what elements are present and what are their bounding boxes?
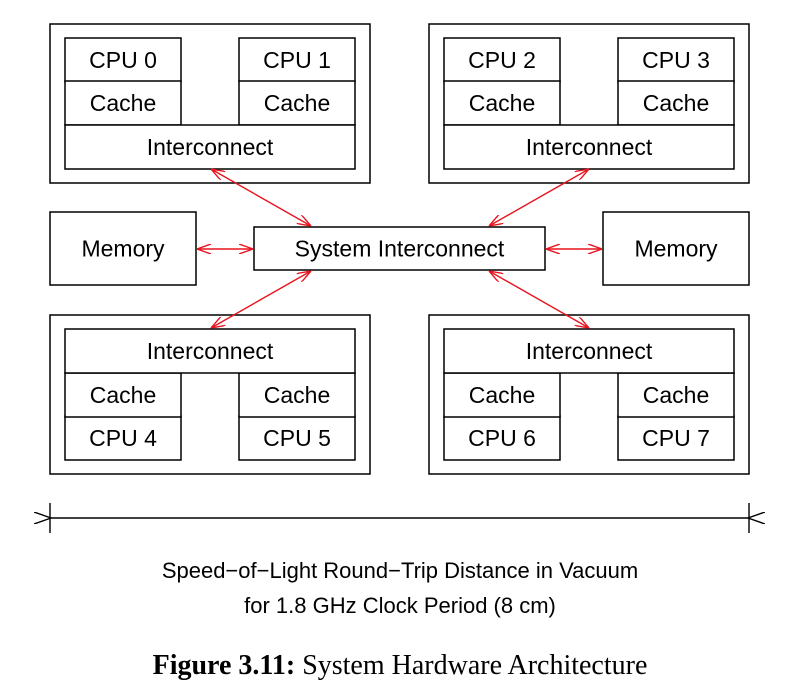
figure-caption-title: System Hardware Architecture: [295, 650, 647, 681]
cache-box: [238, 372, 356, 418]
cpu-group-tr: CPU 2 Cache CPU 3 Cache Interconnect: [428, 23, 750, 184]
cpu-box: [617, 37, 735, 83]
link-arrow-tl: [211, 169, 311, 226]
cpu-label: CPU 7: [642, 425, 710, 451]
cpu-box: [443, 415, 561, 461]
cpu-box: [238, 37, 356, 83]
cpu-label: CPU 0: [89, 47, 157, 73]
interconnect-label: Interconnect: [526, 338, 653, 364]
cpu-label: CPU 5: [263, 425, 331, 451]
cpu-group-bl: CPU 4 Cache CPU 5 Cache Interconnect: [49, 314, 371, 475]
cache-box: [617, 372, 735, 418]
interconnect-label: Interconnect: [147, 338, 274, 364]
cache-label: Cache: [264, 90, 330, 116]
cache-label: Cache: [643, 382, 709, 408]
system-interconnect-label: System Interconnect: [295, 236, 505, 262]
link-arrow-tr: [489, 169, 589, 226]
interconnect-label: Interconnect: [147, 134, 274, 160]
cache-box: [443, 372, 561, 418]
interconnect-box: [64, 124, 356, 170]
interconnect-label: Interconnect: [526, 134, 653, 160]
cache-box: [617, 80, 735, 126]
cache-label: Cache: [469, 382, 535, 408]
cpu-label: CPU 3: [642, 47, 710, 73]
cpu-label: CPU 4: [89, 425, 157, 451]
distance-caption-line2: for 1.8 GHz Clock Period (8 cm): [244, 593, 556, 618]
figure-caption-label: Figure 3.11:: [153, 650, 296, 681]
memory-right-label: Memory: [634, 236, 718, 262]
cpu-label: CPU 6: [468, 425, 536, 451]
memory-left-box: [49, 211, 197, 286]
cpu-box: [238, 415, 356, 461]
distance-caption-line1: Speed−of−Light Round−Trip Distance in Va…: [162, 558, 638, 583]
cpu-group-br: CPU 6 Cache CPU 7 Cache Interconnect: [428, 314, 750, 475]
cache-label: Cache: [90, 90, 156, 116]
link-arrow-br: [489, 271, 589, 328]
cache-label: Cache: [90, 382, 156, 408]
cpu-label: CPU 1: [263, 47, 331, 73]
cpu-box: [443, 37, 561, 83]
cache-label: Cache: [469, 90, 535, 116]
system-interconnect-box: [253, 226, 546, 271]
cpu-label: CPU 2: [468, 47, 536, 73]
cpu-group-tl: CPU 0 Cache CPU 1 Cache Interconnect: [49, 23, 371, 184]
interconnect-box: [64, 328, 356, 374]
cpu-box: [64, 37, 182, 83]
cache-label: Cache: [264, 382, 330, 408]
memory-left-label: Memory: [81, 236, 165, 262]
memory-right-box: [602, 211, 750, 286]
link-arrow-bl: [211, 271, 311, 328]
cache-box: [64, 372, 182, 418]
interconnect-box: [443, 124, 735, 170]
cache-label: Cache: [643, 90, 709, 116]
interconnect-box: [443, 328, 735, 374]
figure-caption: Figure 3.11: System Hardware Architectur…: [153, 650, 648, 681]
